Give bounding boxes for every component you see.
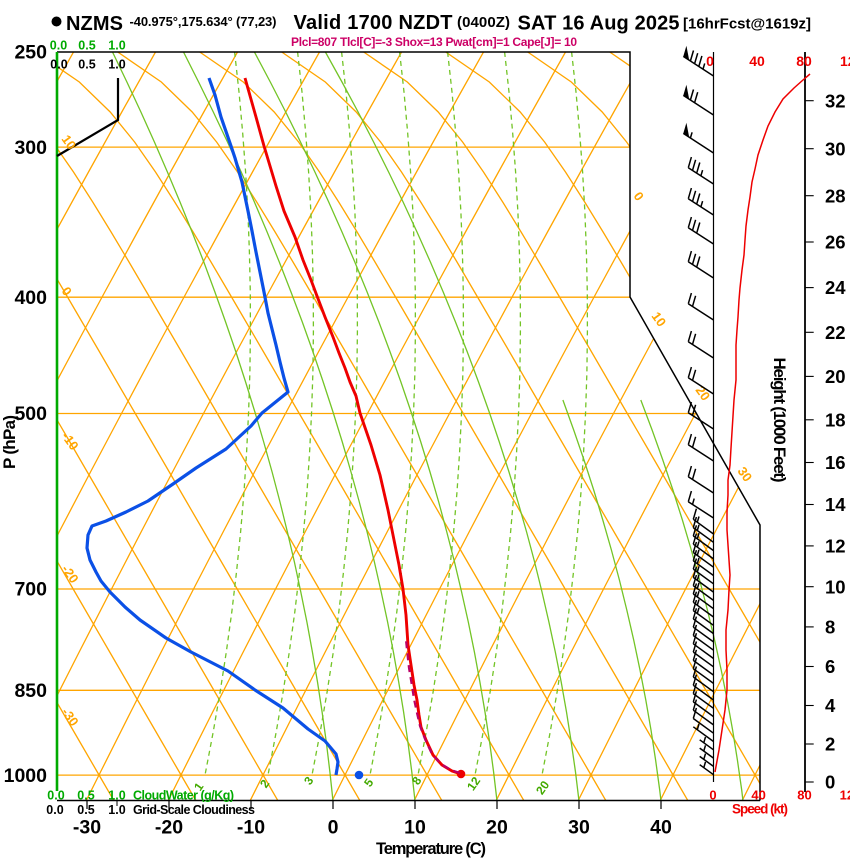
svg-text:0.0: 0.0: [47, 789, 64, 803]
svg-text:18: 18: [825, 409, 846, 430]
svg-text:0.5: 0.5: [78, 39, 95, 53]
svg-text:20: 20: [825, 366, 846, 387]
svg-text:300: 300: [14, 137, 47, 159]
svg-text:(0400Z): (0400Z): [457, 14, 510, 31]
svg-text:40: 40: [749, 53, 765, 69]
svg-text:6: 6: [825, 656, 835, 677]
svg-text:Grid-Scale Cloudiness: Grid-Scale Cloudiness: [133, 803, 255, 817]
svg-text:2: 2: [825, 734, 835, 755]
svg-text:10: 10: [404, 817, 426, 839]
svg-text:1.0: 1.0: [108, 39, 125, 53]
svg-text:500: 500: [14, 403, 47, 425]
svg-text:Valid 1700 NZDT: Valid 1700 NZDT: [294, 12, 453, 34]
svg-text:10: 10: [59, 132, 80, 153]
svg-text:SAT 16 Aug 2025: SAT 16 Aug 2025: [518, 13, 680, 35]
svg-text:22: 22: [825, 322, 846, 343]
svg-text:16: 16: [825, 452, 846, 473]
svg-text:12: 12: [825, 536, 846, 557]
svg-text:28: 28: [825, 185, 846, 206]
svg-text:4: 4: [825, 695, 836, 716]
svg-text:8: 8: [825, 617, 835, 638]
svg-text:1.0: 1.0: [108, 58, 125, 72]
svg-text:NZMS: NZMS: [66, 13, 123, 35]
svg-text:14: 14: [825, 494, 846, 515]
svg-text:250: 250: [14, 42, 47, 64]
svg-text:Temperature (C): Temperature (C): [376, 840, 486, 858]
svg-text:-30: -30: [73, 817, 101, 839]
svg-text:-20: -20: [155, 817, 183, 839]
svg-text:1.0: 1.0: [108, 789, 125, 803]
svg-text:26: 26: [825, 232, 846, 253]
svg-text:24: 24: [825, 277, 846, 298]
svg-text:1.0: 1.0: [108, 803, 125, 817]
svg-text:400: 400: [14, 287, 47, 309]
svg-text:120: 120: [840, 788, 850, 803]
svg-text:80: 80: [797, 788, 811, 803]
svg-text:80: 80: [796, 53, 812, 69]
svg-text:Speed (kt): Speed (kt): [732, 802, 788, 817]
svg-text:0.0: 0.0: [50, 58, 67, 72]
svg-text:32: 32: [825, 90, 846, 111]
svg-text:CloudWater (g/Kg): CloudWater (g/Kg): [133, 789, 234, 803]
svg-text:-10: -10: [237, 817, 265, 839]
svg-text:30: 30: [735, 464, 756, 485]
svg-text:0.5: 0.5: [77, 803, 94, 817]
svg-text:0: 0: [328, 817, 339, 839]
svg-text:0.0: 0.0: [50, 39, 67, 53]
svg-text:[16hrFcst@1619z]: [16hrFcst@1619z]: [683, 16, 811, 33]
svg-text:10: 10: [649, 309, 670, 330]
svg-text:20: 20: [693, 383, 714, 404]
svg-text:10: 10: [825, 576, 846, 597]
svg-text:Plcl=807 Tlcl[C]=-3 Shox=13 Pw: Plcl=807 Tlcl[C]=-3 Shox=13 Pwat[cm]=1 C…: [291, 35, 577, 49]
svg-text:0.5: 0.5: [77, 789, 94, 803]
svg-text:120: 120: [840, 53, 850, 69]
svg-text:30: 30: [825, 138, 846, 159]
svg-text:0: 0: [825, 772, 835, 793]
svg-text:40: 40: [650, 817, 672, 839]
svg-text:P (hPa): P (hPa): [0, 415, 19, 469]
svg-text:1000: 1000: [4, 765, 48, 787]
svg-text:0: 0: [706, 53, 714, 69]
svg-text:Height (1000 Feet): Height (1000 Feet): [770, 358, 789, 483]
svg-text:850: 850: [14, 680, 47, 702]
svg-text:0.5: 0.5: [78, 58, 95, 72]
svg-text:40: 40: [751, 788, 765, 803]
svg-text:0: 0: [709, 788, 716, 803]
svg-text:700: 700: [14, 579, 47, 601]
svg-text:30: 30: [568, 817, 590, 839]
svg-text:20: 20: [486, 817, 508, 839]
svg-text:0.0: 0.0: [46, 803, 63, 817]
svg-text:-40.975°,175.634° (77,23): -40.975°,175.634° (77,23): [130, 14, 277, 29]
